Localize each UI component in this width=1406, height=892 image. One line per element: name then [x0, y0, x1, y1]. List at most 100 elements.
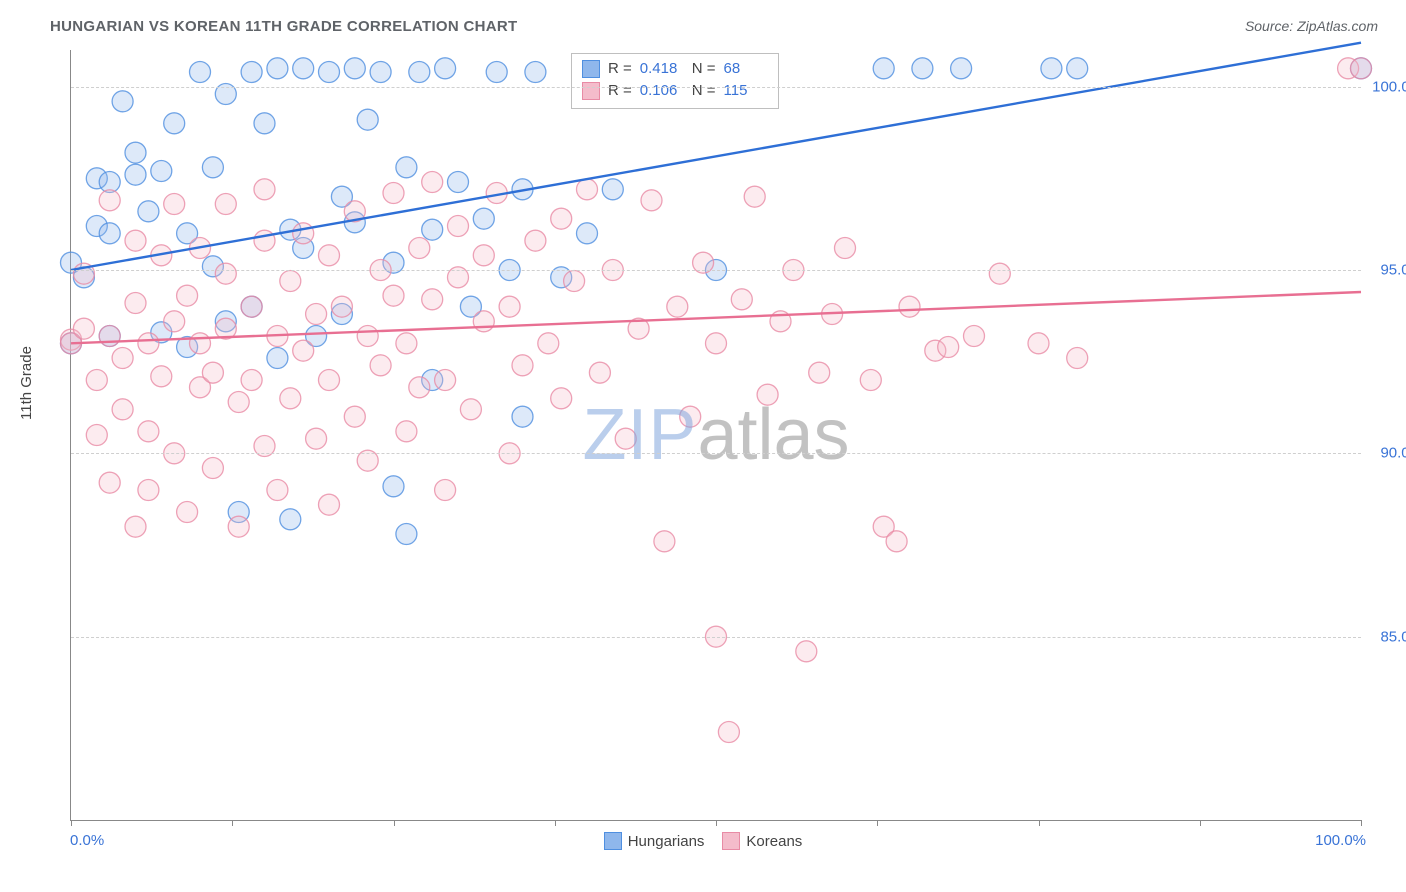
data-point-koreans	[1028, 333, 1049, 354]
data-point-koreans	[718, 722, 739, 743]
bottom-legend: Hungarians Koreans	[0, 832, 1406, 850]
data-point-koreans	[1067, 348, 1088, 369]
data-point-koreans	[512, 355, 533, 376]
stat-r-value: 0.418	[640, 58, 684, 80]
data-point-hungarians	[1067, 58, 1088, 79]
data-point-koreans	[319, 370, 340, 391]
data-point-koreans	[138, 480, 159, 501]
chart-title: HUNGARIAN VS KOREAN 11TH GRADE CORRELATI…	[50, 18, 517, 35]
data-point-koreans	[99, 472, 120, 493]
data-point-koreans	[435, 370, 456, 391]
data-point-koreans	[667, 296, 688, 317]
data-point-koreans	[112, 348, 133, 369]
data-point-koreans	[112, 399, 133, 420]
data-point-koreans	[744, 186, 765, 207]
data-point-hungarians	[422, 219, 443, 240]
gridline	[71, 453, 1361, 454]
x-tick	[555, 820, 556, 826]
data-point-koreans	[396, 333, 417, 354]
data-point-hungarians	[357, 109, 378, 130]
data-point-koreans	[254, 230, 275, 251]
data-point-koreans	[370, 355, 391, 376]
y-tick-label: 90.0%	[1380, 445, 1406, 462]
data-point-hungarians	[602, 179, 623, 200]
data-point-koreans	[99, 326, 120, 347]
x-tick	[1361, 820, 1362, 826]
data-point-koreans	[254, 179, 275, 200]
data-point-hungarians	[280, 509, 301, 530]
data-point-koreans	[319, 245, 340, 266]
data-point-koreans	[499, 296, 520, 317]
data-point-koreans	[409, 238, 430, 259]
y-axis-label: 11th Grade	[18, 346, 35, 420]
y-tick-label: 85.0%	[1380, 628, 1406, 645]
data-point-koreans	[589, 362, 610, 383]
data-point-koreans	[241, 296, 262, 317]
data-point-hungarians	[202, 157, 223, 178]
data-point-koreans	[344, 406, 365, 427]
data-point-koreans	[73, 318, 94, 339]
data-point-koreans	[202, 458, 223, 479]
data-point-koreans	[86, 425, 107, 446]
data-point-hungarians	[577, 223, 598, 244]
x-tick	[232, 820, 233, 826]
data-point-koreans	[190, 333, 211, 354]
legend-swatch-koreans	[582, 82, 600, 100]
data-point-koreans	[538, 333, 559, 354]
data-point-koreans	[306, 304, 327, 325]
x-tick	[1039, 820, 1040, 826]
data-point-koreans	[473, 311, 494, 332]
data-point-koreans	[757, 384, 778, 405]
data-point-koreans	[86, 370, 107, 391]
legend-swatch	[722, 832, 740, 850]
data-point-hungarians	[138, 201, 159, 222]
data-point-hungarians	[473, 208, 494, 229]
data-point-hungarians	[112, 91, 133, 112]
data-point-koreans	[435, 480, 456, 501]
data-point-koreans	[409, 377, 430, 398]
data-point-koreans	[138, 333, 159, 354]
data-point-koreans	[964, 326, 985, 347]
x-tick	[877, 820, 878, 826]
data-point-hungarians	[125, 164, 146, 185]
data-point-hungarians	[512, 406, 533, 427]
data-point-hungarians	[267, 348, 288, 369]
data-point-koreans	[331, 296, 352, 317]
stat-r-label: R =	[608, 80, 632, 102]
data-point-koreans	[215, 194, 236, 215]
data-point-hungarians	[190, 62, 211, 83]
data-point-hungarians	[125, 142, 146, 163]
stats-row-koreans: R =0.106N =115	[582, 80, 768, 102]
y-tick-label: 95.0%	[1380, 262, 1406, 279]
data-point-hungarians	[254, 113, 275, 134]
stat-r-value: 0.106	[640, 80, 684, 102]
data-point-hungarians	[1041, 58, 1062, 79]
data-point-koreans	[202, 362, 223, 383]
data-point-koreans	[680, 406, 701, 427]
data-point-koreans	[319, 494, 340, 515]
data-point-koreans	[473, 245, 494, 266]
data-point-koreans	[448, 216, 469, 237]
data-point-koreans	[151, 366, 172, 387]
data-point-koreans	[125, 230, 146, 251]
data-point-koreans	[615, 428, 636, 449]
data-point-koreans	[396, 421, 417, 442]
legend-label: Koreans	[746, 833, 802, 850]
data-point-koreans	[1351, 58, 1372, 79]
data-point-hungarians	[396, 157, 417, 178]
stat-n-label: N =	[692, 80, 716, 102]
stat-n-label: N =	[692, 58, 716, 80]
data-point-hungarians	[383, 476, 404, 497]
data-point-koreans	[731, 289, 752, 310]
data-point-koreans	[989, 263, 1010, 284]
data-point-koreans	[164, 311, 185, 332]
data-point-hungarians	[241, 62, 262, 83]
legend-item: Hungarians	[604, 832, 705, 850]
data-point-koreans	[357, 326, 378, 347]
stat-r-label: R =	[608, 58, 632, 80]
data-point-hungarians	[525, 62, 546, 83]
data-point-koreans	[241, 370, 262, 391]
data-point-koreans	[125, 293, 146, 314]
data-point-koreans	[809, 362, 830, 383]
data-point-hungarians	[267, 58, 288, 79]
